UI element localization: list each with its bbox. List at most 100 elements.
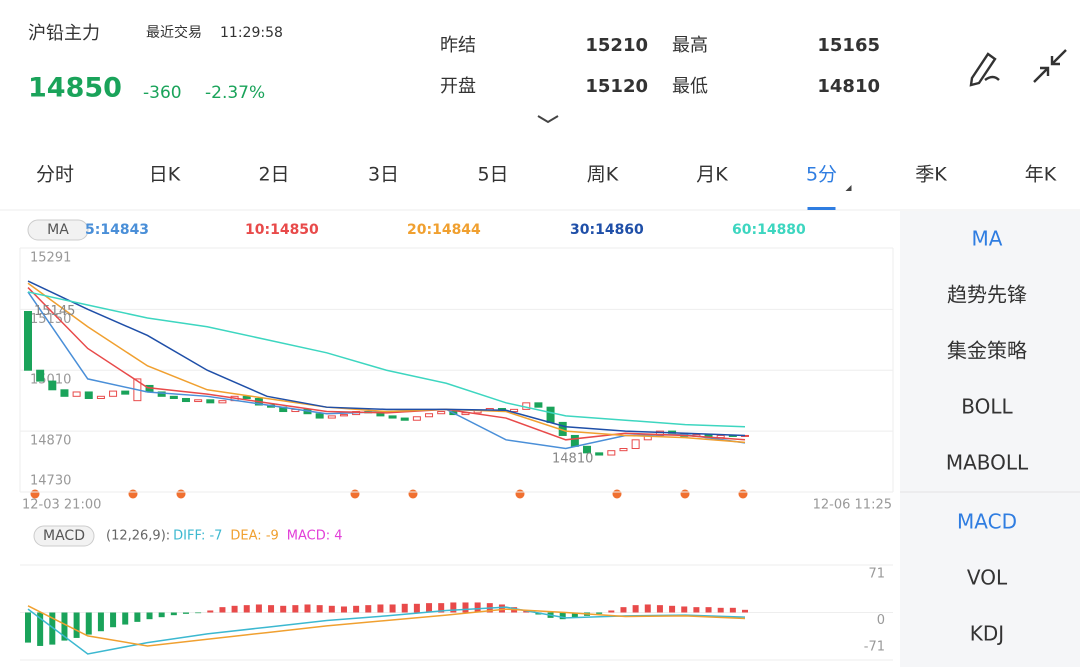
candle-body	[595, 452, 604, 456]
candle-body	[218, 400, 227, 404]
main-indicator[interactable]: 集金策略	[947, 339, 1027, 363]
stat-label: 最高	[672, 35, 708, 56]
tab[interactable]: 月K	[696, 164, 728, 186]
macd-bar	[389, 604, 396, 613]
macd-bar	[170, 612, 177, 616]
candle-body	[583, 445, 592, 454]
candle-body	[315, 413, 324, 419]
stat-label: 开盘	[440, 76, 476, 97]
tab[interactable]: 3日	[368, 164, 399, 186]
extreme-label: 14810	[552, 452, 593, 467]
candle-body	[327, 415, 336, 419]
macd-bar	[328, 605, 335, 613]
macd-bar	[596, 612, 603, 614]
macd-bar	[231, 605, 238, 613]
macd-bar	[413, 603, 420, 613]
candle-body	[96, 395, 105, 399]
signal-dots	[30, 489, 748, 499]
main-indicator[interactable]: 趋势先锋	[947, 283, 1027, 307]
macd-bar	[426, 603, 433, 613]
candle-body	[109, 390, 118, 397]
macd-bar	[25, 612, 31, 643]
main-indicator[interactable]: MA	[972, 227, 1003, 251]
candle-body	[619, 448, 628, 452]
main-indicator[interactable]: MABOLL	[946, 451, 1029, 475]
candle-body	[72, 391, 81, 397]
macd-bar	[255, 604, 262, 613]
candle-body	[546, 406, 555, 423]
ma-legend: 5:14843	[85, 222, 149, 238]
y-tick-label: -71	[864, 640, 885, 655]
extreme-label: 15145	[34, 304, 75, 319]
x-start-label: 12-03 21:00	[22, 498, 101, 513]
tab[interactable]: 周K	[587, 164, 619, 186]
sub-indicator[interactable]: MACD	[957, 510, 1017, 534]
macd-bar	[304, 604, 311, 613]
macd-bar	[450, 602, 457, 613]
candle-body	[84, 391, 93, 399]
macd-bar	[681, 606, 688, 613]
candle-body	[206, 399, 215, 404]
tab[interactable]: 5日	[477, 164, 508, 186]
badge-label[interactable]: MACD	[43, 528, 85, 544]
change: -360	[143, 83, 182, 103]
macd-bar	[729, 607, 736, 613]
macd-bar	[292, 605, 299, 613]
macd-bar	[559, 612, 566, 620]
macd-bar	[97, 612, 104, 632]
ma-line	[27, 287, 746, 441]
macd-bar	[340, 606, 347, 613]
macd-bar	[644, 604, 651, 613]
time: 11:29:58	[220, 25, 283, 41]
macd-bar	[365, 605, 372, 613]
macd-bar	[182, 612, 189, 614]
macd-bar	[49, 612, 56, 645]
tab[interactable]: 2日	[258, 164, 289, 186]
candle-body	[121, 390, 130, 395]
macd-bar	[717, 607, 724, 613]
tab[interactable]: 5分	[806, 164, 837, 186]
y-tick-label: 0	[877, 613, 885, 628]
stat-label: 昨结	[440, 35, 476, 56]
candle-body	[534, 402, 543, 408]
y-tick-label: 15291	[30, 251, 71, 266]
tab[interactable]: 季K	[915, 164, 947, 186]
macd-line	[27, 605, 746, 647]
tab[interactable]: 日K	[149, 164, 181, 186]
candle-body	[24, 311, 32, 371]
shrink-icon[interactable]	[1033, 49, 1067, 83]
badge	[33, 525, 95, 547]
y-tick-label: 14870	[30, 434, 71, 449]
expand-chevron[interactable]	[537, 115, 559, 124]
macd-bar	[134, 612, 141, 622]
candle-body	[388, 415, 397, 419]
macd-bar	[110, 612, 117, 628]
macd-bar	[243, 605, 250, 613]
stat-value: 15165	[817, 35, 880, 56]
draw-icon[interactable]	[969, 52, 1000, 87]
indicator-panel	[900, 211, 1080, 667]
sub-indicator[interactable]: KDJ	[970, 622, 1004, 646]
tab[interactable]: 年K	[1025, 164, 1057, 186]
candle-body	[437, 411, 446, 415]
macd-bar	[620, 607, 627, 613]
macd-bar	[632, 605, 639, 613]
macd-bar	[316, 605, 323, 613]
macd-bar	[353, 605, 360, 613]
candle-body	[412, 416, 421, 421]
macd-bar	[705, 607, 712, 613]
tab[interactable]: 分时	[36, 164, 74, 186]
badge-label[interactable]: MA	[47, 222, 69, 238]
macd-bar	[207, 610, 214, 613]
candle-body	[339, 414, 348, 417]
change-pct: -2.37%	[205, 83, 265, 103]
macd-bar	[85, 612, 92, 635]
ma-legend: 20:14844	[407, 222, 481, 238]
macd-bar	[571, 612, 578, 618]
main-indicator[interactable]: BOLL	[961, 395, 1013, 419]
macd-bar	[73, 612, 80, 638]
sub-indicator[interactable]: VOL	[967, 566, 1008, 590]
contract-name: 沪铅主力	[28, 23, 100, 44]
candle-body	[510, 408, 519, 413]
candle-body	[60, 389, 69, 397]
